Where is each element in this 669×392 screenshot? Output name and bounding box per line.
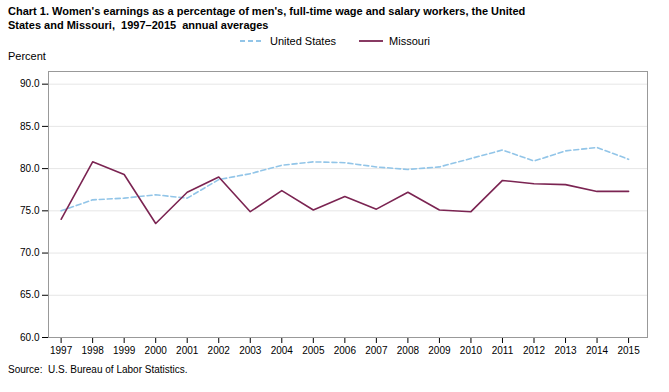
svg-text:90.0: 90.0: [20, 78, 40, 89]
svg-text:2009: 2009: [428, 345, 451, 356]
svg-text:65.0: 65.0: [20, 289, 40, 300]
svg-text:2005: 2005: [302, 345, 325, 356]
html-text:Source: U.S. Bureau of Labor S: Source: U.S. Bureau of Labor Statistics.: [8, 364, 188, 375]
svg-text:2000: 2000: [145, 345, 168, 356]
svg-text:80.0: 80.0: [20, 163, 40, 174]
svg-text:2011: 2011: [492, 345, 514, 356]
svg-text:2013: 2013: [554, 345, 577, 356]
svg-text:2001: 2001: [176, 345, 199, 356]
html-text:United States: United States: [270, 35, 336, 47]
svg-text:2002: 2002: [208, 345, 231, 356]
html-text:Percent: Percent: [8, 50, 46, 62]
svg-text:85.0: 85.0: [20, 121, 40, 132]
svg-text:2008: 2008: [397, 345, 420, 356]
svg-text:60.0: 60.0: [20, 332, 40, 343]
svg-text:1998: 1998: [82, 345, 105, 356]
svg-text:2004: 2004: [271, 345, 294, 356]
svg-text:70.0: 70.0: [20, 247, 40, 258]
html-text:Chart 1. Women's earnings as a: Chart 1. Women's earnings as a percentag…: [8, 5, 526, 17]
svg-text:2003: 2003: [239, 345, 262, 356]
svg-text:75.0: 75.0: [20, 205, 40, 216]
svg-text:2014: 2014: [586, 345, 609, 356]
svg-text:2006: 2006: [334, 345, 357, 356]
html-text:States and Missouri, 1997–2015: States and Missouri, 1997–2015 annual av…: [8, 19, 269, 31]
svg-text:2010: 2010: [460, 345, 483, 356]
svg-text:2012: 2012: [523, 345, 546, 356]
svg-text:1999: 1999: [113, 345, 136, 356]
svg-text:1997: 1997: [50, 345, 73, 356]
html-text:Missouri: Missouri: [389, 35, 430, 47]
svg-text:2015: 2015: [617, 345, 640, 356]
svg-text:2007: 2007: [365, 345, 388, 356]
